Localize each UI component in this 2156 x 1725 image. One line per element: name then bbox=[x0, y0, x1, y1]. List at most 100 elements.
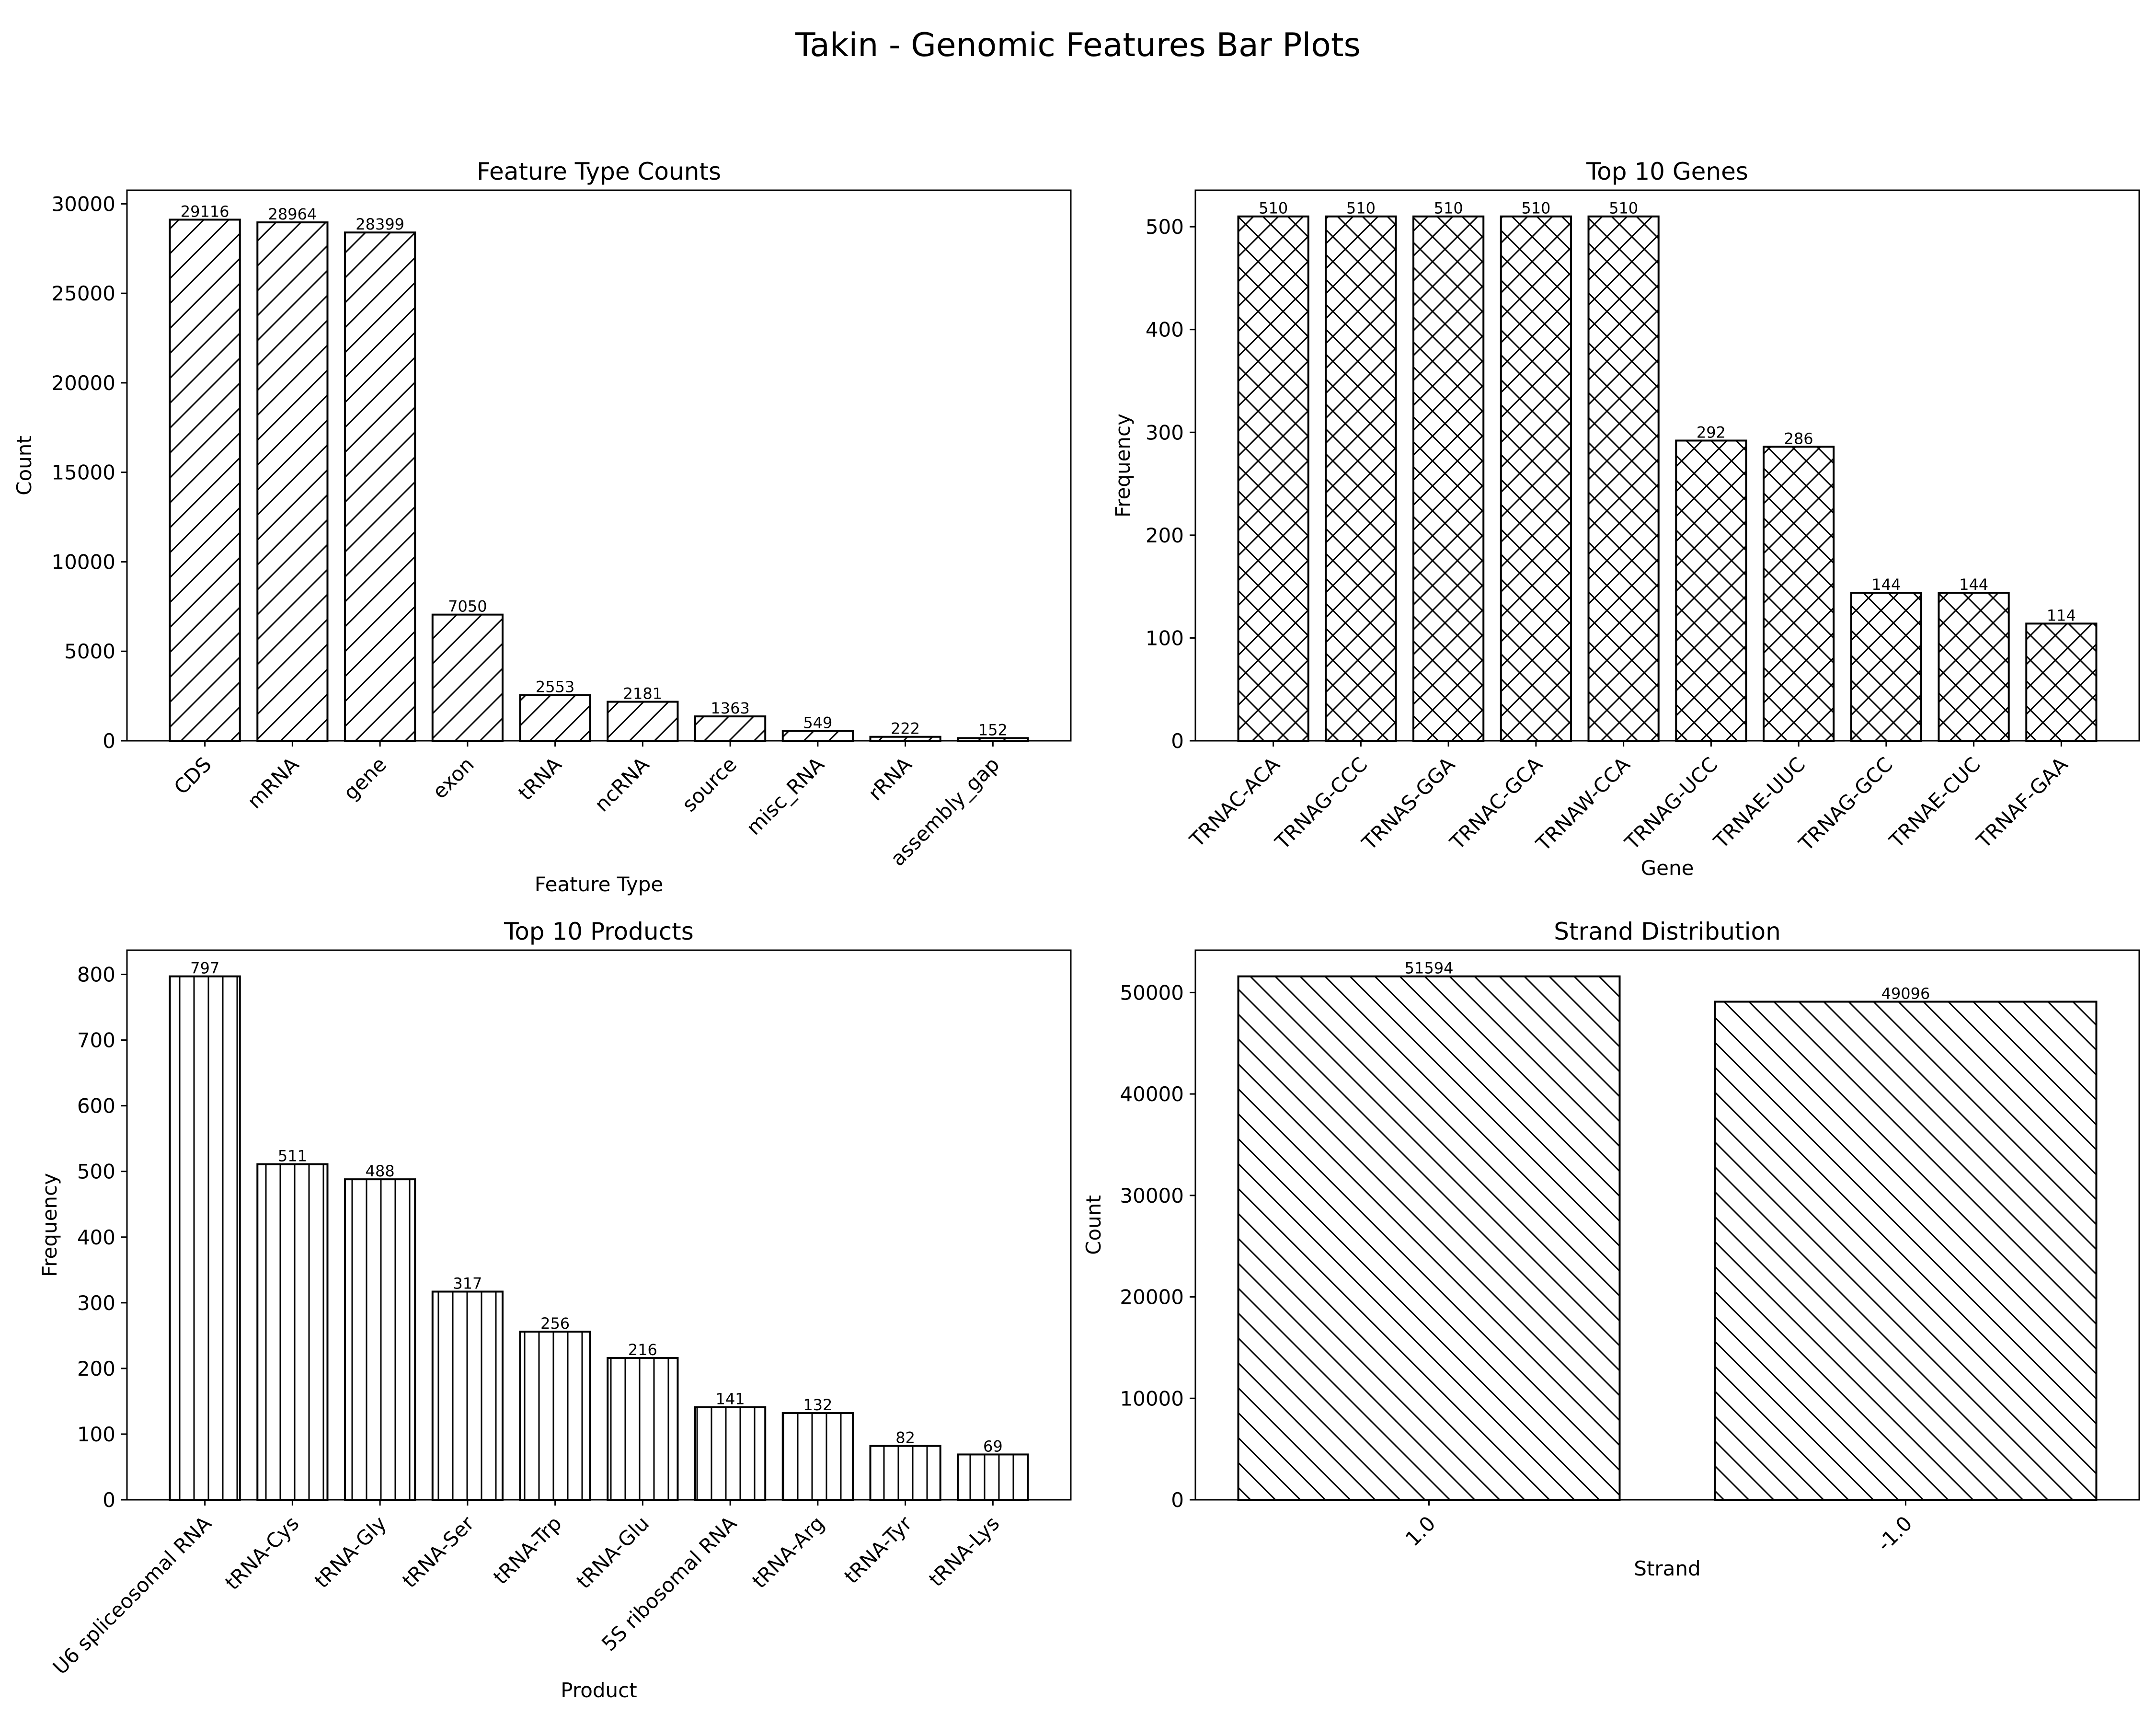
x-tick-label: misc_RNA bbox=[742, 752, 829, 840]
bar-value-label: 144 bbox=[1871, 575, 1901, 594]
x-tick-label: TRNAG-UCC bbox=[1620, 752, 1722, 854]
x-tick-label: tRNA-Tyr bbox=[840, 1511, 917, 1588]
y-tick-label: 200 bbox=[1146, 524, 1184, 547]
y-tick-label: 0 bbox=[103, 729, 115, 753]
bar-value-label: 511 bbox=[278, 1147, 307, 1165]
x-tick-label: TRNAG-GCC bbox=[1794, 752, 1897, 855]
x-tick-label: TRNAG-CCC bbox=[1270, 752, 1372, 854]
x-tick-label: TRNAW-CCA bbox=[1531, 752, 1635, 856]
bar-value-label: 49096 bbox=[1881, 985, 1930, 1003]
x-axis-label: Gene bbox=[1641, 856, 1694, 880]
bar-value-label: 216 bbox=[628, 1341, 657, 1359]
bar-value-label: 292 bbox=[1697, 423, 1726, 441]
x-tick-label: tRNA bbox=[514, 752, 566, 805]
y-tick-label: 30000 bbox=[51, 192, 115, 216]
bar-1.0 bbox=[1237, 975, 1621, 1501]
bar-exon bbox=[431, 613, 504, 742]
bar-value-label: 28964 bbox=[268, 205, 317, 223]
bar-tRNA-Tyr bbox=[869, 1445, 941, 1501]
bar-value-label: 28399 bbox=[356, 215, 404, 233]
x-tick-label: mRNA bbox=[243, 752, 304, 813]
bar-value-label: 114 bbox=[2047, 606, 2076, 624]
y-tick-label: 0 bbox=[1171, 1488, 1184, 1512]
bar-gene bbox=[344, 231, 416, 742]
x-tick-label: TRNAE-CUC bbox=[1884, 752, 1984, 852]
y-axis-label: Frequency bbox=[38, 1173, 61, 1277]
x-tick-label: TRNAS-GGA bbox=[1357, 752, 1460, 855]
chart-panel-3: Top 10 Products 797 511 488 317 256 216 141 132 8… bbox=[38, 918, 1072, 1702]
x-tick-label: rRNA bbox=[864, 752, 917, 805]
bar-TRNAW-CCA bbox=[1587, 215, 1660, 742]
y-tick-label: 40000 bbox=[1120, 1082, 1184, 1106]
x-tick-label: tRNA-Cys bbox=[220, 1511, 303, 1594]
y-tick-label: 300 bbox=[77, 1291, 115, 1315]
bar-TRNAF-GAA bbox=[2025, 622, 2098, 742]
bar-TRNAC-ACA bbox=[1237, 215, 1309, 742]
y-tick-label: 600 bbox=[77, 1094, 115, 1118]
x-tick-label: tRNA-Glu bbox=[572, 1511, 654, 1593]
chart-title: Feature Type Counts bbox=[477, 158, 721, 185]
bar-TRNAG-CCC bbox=[1325, 215, 1397, 742]
bar-ncRNA bbox=[607, 701, 679, 742]
bar-value-label: 2553 bbox=[536, 678, 574, 696]
chart-title: Top 10 Genes bbox=[1586, 158, 1748, 185]
x-tick-label: -1.0 bbox=[1872, 1511, 1917, 1556]
bar-misc_RNA bbox=[781, 730, 854, 742]
y-tick-label: 30000 bbox=[1120, 1184, 1184, 1208]
bar-value-label: 69 bbox=[983, 1437, 1003, 1455]
bar-TRNAC-GCA bbox=[1500, 215, 1572, 742]
axes-frame bbox=[1194, 949, 2140, 1501]
x-tick-label: TRNAC-ACA bbox=[1185, 752, 1284, 852]
y-tick-label: 20000 bbox=[1120, 1286, 1184, 1309]
chart-panel-2: Top 10 Genes 510 510 510 510 510 292 286 144 144 1… bbox=[1111, 158, 2140, 880]
bar-5S ribosomal RNA bbox=[694, 1406, 767, 1501]
x-tick-label: 1.0 bbox=[1401, 1511, 1440, 1551]
bar-tRNA bbox=[519, 694, 591, 742]
bar-tRNA-Lys bbox=[957, 1453, 1029, 1501]
bar-value-label: 317 bbox=[453, 1275, 482, 1293]
y-tick-label: 500 bbox=[1146, 215, 1184, 239]
y-tick-label: 400 bbox=[77, 1226, 115, 1249]
chart-title: Top 10 Products bbox=[504, 918, 694, 945]
y-axis-label: Count bbox=[12, 436, 36, 495]
y-tick-label: 300 bbox=[1146, 421, 1184, 444]
x-tick-label: tRNA-Trp bbox=[489, 1511, 566, 1589]
y-axis-label: Frequency bbox=[1111, 414, 1135, 518]
x-tick-label: CDS bbox=[170, 752, 216, 799]
x-tick-label: U6 spliceosomal RNA bbox=[48, 1511, 216, 1679]
bar-value-label: 152 bbox=[978, 721, 1008, 739]
y-tick-label: 0 bbox=[1171, 729, 1184, 753]
bar-value-label: 549 bbox=[803, 713, 832, 732]
chart-panel-4: Strand Distribution 51594 49096 0 10000 20000… bbox=[1082, 918, 2140, 1580]
bar-tRNA-Arg bbox=[781, 1412, 854, 1501]
bar-value-label: 510 bbox=[1259, 199, 1288, 218]
bar-value-label: 144 bbox=[1959, 575, 1988, 594]
bar-source bbox=[694, 715, 767, 742]
bar-value-label: 2181 bbox=[623, 685, 662, 703]
bar-tRNA-Trp bbox=[519, 1331, 591, 1501]
bar-TRNAG-UCC bbox=[1675, 439, 1747, 742]
bar-value-label: 7050 bbox=[448, 598, 487, 616]
figure-title: Takin - Genomic Features Bar Plots bbox=[795, 26, 1361, 64]
y-tick-label: 100 bbox=[77, 1423, 115, 1446]
bar-tRNA-Gly bbox=[344, 1178, 416, 1501]
bar-value-label: 141 bbox=[716, 1390, 745, 1408]
x-axis-label: Strand bbox=[1634, 1557, 1700, 1580]
x-tick-label: ncRNA bbox=[590, 752, 654, 816]
y-tick-label: 10000 bbox=[1120, 1387, 1184, 1410]
y-tick-label: 20000 bbox=[51, 371, 115, 395]
bar-value-label: 82 bbox=[895, 1429, 915, 1447]
bar--1.0 bbox=[1714, 1000, 2098, 1501]
bar-TRNAS-GGA bbox=[1412, 215, 1485, 742]
x-axis-label: Product bbox=[561, 1679, 637, 1702]
axes-frame bbox=[1194, 189, 2140, 742]
x-tick-label: tRNA-Arg bbox=[747, 1511, 829, 1593]
chart-title: Strand Distribution bbox=[1554, 918, 1781, 945]
chart-panel-1: Feature Type Counts 29116 28964 28399 7050 25… bbox=[12, 158, 1072, 896]
bar-U6 spliceosomal RNA bbox=[169, 975, 241, 1501]
bar-CDS bbox=[169, 218, 241, 742]
y-tick-label: 5000 bbox=[64, 640, 115, 663]
x-tick-label: tRNA-Lys bbox=[924, 1511, 1004, 1591]
bar-value-label: 286 bbox=[1784, 429, 1813, 448]
